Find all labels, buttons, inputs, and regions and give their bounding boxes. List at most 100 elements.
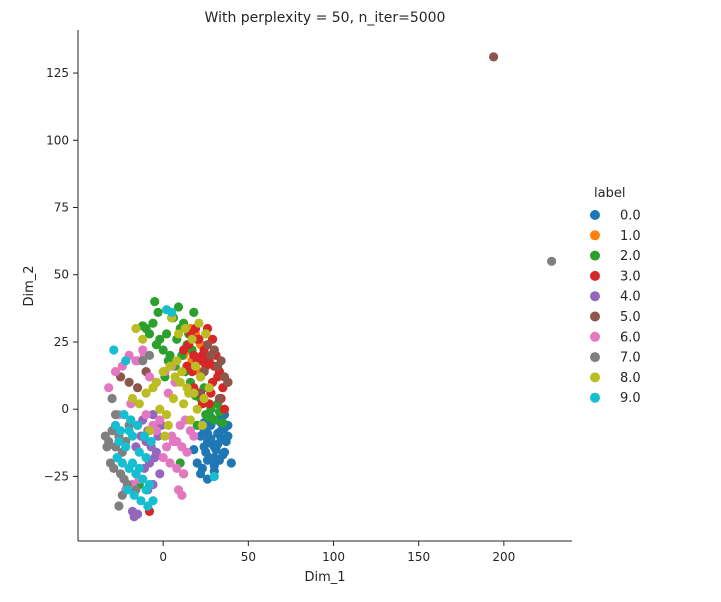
point-label-2-0 <box>151 340 161 350</box>
legend-entry-label: 7.0 <box>620 351 641 366</box>
point-label-4-0 <box>133 509 143 519</box>
point-label-9-0 <box>126 415 136 425</box>
point-label-9-0 <box>138 474 148 484</box>
point-label-6-0 <box>179 469 189 479</box>
point-label-6-0 <box>168 436 178 447</box>
point-label-6-0 <box>189 431 199 441</box>
point-label-5-0 <box>214 393 224 404</box>
chart-title: With perplexity = 50, n_iter=5000 <box>205 10 446 26</box>
point-label-2-0 <box>162 329 172 339</box>
point-label-8-0 <box>180 323 190 334</box>
point-label-8-0 <box>172 356 182 366</box>
point-label-7-0 <box>107 393 117 404</box>
points-layer <box>100 52 557 522</box>
point-label-7-0 <box>110 410 121 420</box>
point-label-6-0 <box>141 410 151 420</box>
point-label-8-0 <box>155 404 165 414</box>
point-label-5-0 <box>209 345 219 355</box>
point-label-9-0 <box>141 453 151 463</box>
point-label-9-0 <box>134 463 144 473</box>
legend-marker <box>590 372 600 383</box>
point-label-9-0 <box>114 436 124 447</box>
point-label-9-0 <box>209 471 219 482</box>
legend-entry-label: 3.0 <box>620 269 641 284</box>
point-label-0-0 <box>223 431 233 441</box>
legend-entry-label: 0.0 <box>620 209 641 224</box>
point-label-3-0 <box>219 404 230 414</box>
x-tick-label: 100 <box>322 550 345 564</box>
point-label-3-0 <box>213 372 223 382</box>
y-tick-label: 50 <box>54 268 69 282</box>
legend-marker <box>590 230 600 241</box>
point-label-6-0 <box>177 490 187 500</box>
point-label-6-0 <box>110 367 121 377</box>
point-label-9-0 <box>116 426 126 436</box>
point-label-5-0 <box>124 377 134 387</box>
x-axis-label: Dim_1 <box>304 570 345 585</box>
point-label-8-0 <box>204 383 214 393</box>
point-label-7-0 <box>547 256 557 266</box>
point-label-7-0 <box>114 501 124 511</box>
point-label-2-0 <box>148 318 158 328</box>
legend: label 0.0 1.0 2.0 3.0 4.0 5.0 6.0 7.0 8.0 9.0 <box>590 186 641 406</box>
point-label-8-0 <box>173 329 184 339</box>
point-label-8-0 <box>196 372 206 382</box>
point-label-7-0 <box>138 356 148 366</box>
legend-title: label <box>594 186 625 201</box>
legend-marker <box>590 311 600 322</box>
y-tick-label: 100 <box>46 133 69 147</box>
point-label-0-0 <box>216 426 226 436</box>
point-label-8-0 <box>163 420 173 430</box>
point-label-0-0 <box>196 469 206 479</box>
legend-entry-label: 2.0 <box>620 249 641 264</box>
point-label-9-0 <box>129 490 139 500</box>
point-label-4-0 <box>148 410 158 420</box>
point-label-4-0 <box>155 469 165 479</box>
point-label-9-0 <box>148 496 158 506</box>
legend-entry-label: 5.0 <box>620 310 641 325</box>
y-tick-label: 75 <box>54 201 69 215</box>
legend-marker <box>590 352 600 363</box>
legend-entry-label: 4.0 <box>620 290 641 305</box>
point-label-6-0 <box>182 447 192 457</box>
y-tick-label: 25 <box>54 335 69 349</box>
point-label-2-0 <box>150 297 160 307</box>
point-label-0-0 <box>219 447 230 457</box>
point-label-6-0 <box>158 453 168 463</box>
point-label-0-0 <box>206 434 216 444</box>
legend-entries: 0.0 1.0 2.0 3.0 4.0 5.0 6.0 7.0 8.0 9.0 <box>590 209 641 406</box>
point-label-7-0 <box>109 463 119 473</box>
point-label-8-0 <box>177 367 187 377</box>
point-label-2-0 <box>153 307 163 317</box>
point-label-6-0 <box>104 383 114 393</box>
point-label-9-0 <box>122 485 132 495</box>
point-label-9-0 <box>121 442 131 452</box>
point-label-7-0 <box>144 350 155 360</box>
point-label-8-0 <box>199 393 209 404</box>
point-label-0-0 <box>199 442 209 452</box>
point-label-8-0 <box>165 361 175 371</box>
point-label-9-0 <box>127 458 138 468</box>
point-label-6-0 <box>172 463 182 473</box>
point-label-8-0 <box>179 399 189 409</box>
point-label-8-0 <box>187 334 197 344</box>
legend-marker <box>590 331 600 342</box>
point-label-9-0 <box>133 420 143 430</box>
point-label-8-0 <box>134 399 144 409</box>
x-tick-label: 0 <box>159 550 167 564</box>
y-tick-label: 125 <box>46 66 69 80</box>
point-label-5-0 <box>223 377 233 387</box>
legend-marker <box>590 210 600 220</box>
legend-marker <box>590 270 600 281</box>
point-label-8-0 <box>160 431 170 441</box>
point-label-8-0 <box>131 323 141 334</box>
legend-marker <box>590 250 600 261</box>
point-label-8-0 <box>138 334 148 344</box>
point-label-4-0 <box>150 453 160 463</box>
point-label-2-0 <box>144 329 155 339</box>
legend-entry-label: 8.0 <box>620 371 641 386</box>
point-label-9-0 <box>112 453 122 463</box>
point-label-9-0 <box>109 345 119 355</box>
point-label-8-0 <box>201 329 211 339</box>
